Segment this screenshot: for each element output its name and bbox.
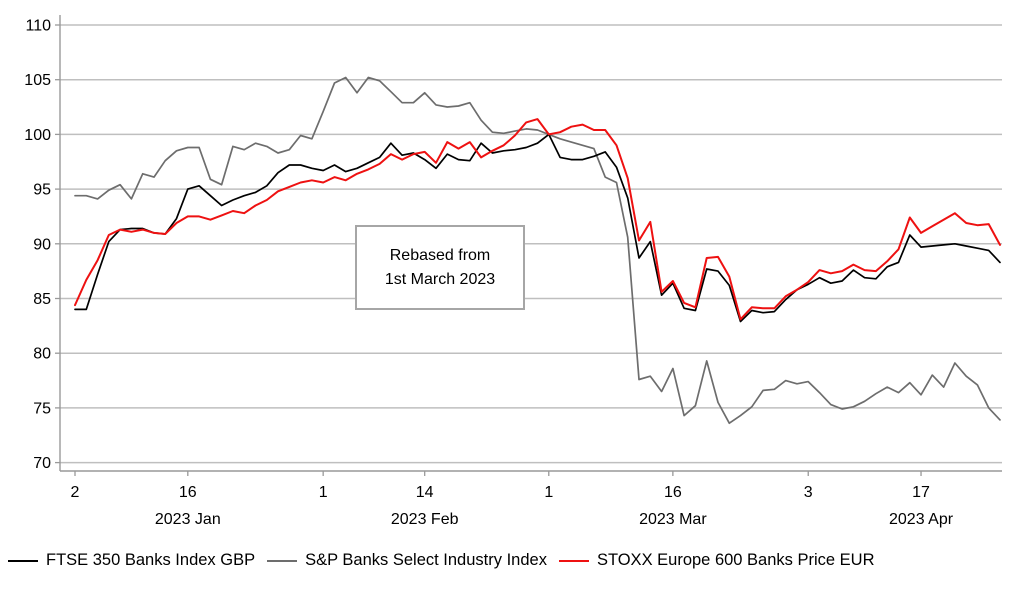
y-axis-label: 105 <box>24 72 51 89</box>
x-tick-label: 17 <box>912 484 930 501</box>
rebase-annotation-line1: Rebased from <box>389 246 491 264</box>
rebase-annotation-box: Rebased from 1st March 2023 <box>355 225 525 310</box>
legend-item-sp-banks: S&P Banks Select Industry Index <box>267 551 547 570</box>
y-axis-label: 70 <box>33 455 51 472</box>
series-line-s-p-banks-select-industry-index <box>74 76 1001 425</box>
y-axis-label: 110 <box>25 18 51 35</box>
month-label: 2023 Apr <box>889 511 954 528</box>
y-axis-label: 90 <box>33 236 51 253</box>
x-tick-label: 14 <box>416 484 434 501</box>
legend-item-ftse-350-banks: FTSE 350 Banks Index GBP <box>8 551 255 570</box>
series-line-stoxx-europe-600-banks-price-eur <box>74 118 1001 321</box>
legend-label-sp-banks: S&P Banks Select Industry Index <box>305 551 547 569</box>
month-label: 2023 Jan <box>155 511 221 528</box>
banks-index-line-chart: 70 75 80 85 90 95 100 105 110 2 16 1 14 1 16 3 17 2023 Ja… <box>24 15 1002 528</box>
legend: FTSE 350 Banks Index GBP S&P Banks Selec… <box>8 551 887 570</box>
x-tick-label: 16 <box>664 484 682 501</box>
x-tick-label: 1 <box>319 484 328 501</box>
x-tick-label: 16 <box>179 484 197 501</box>
chart-canvas: 70 75 80 85 90 95 100 105 110 2 16 1 14 1 16 3 17 2023 Ja… <box>24 15 1002 528</box>
x-tick-label: 3 <box>804 484 813 501</box>
stoxx-line-swatch-icon <box>558 559 589 562</box>
y-axis-label: 80 <box>33 346 51 363</box>
month-label: 2023 Mar <box>639 511 707 528</box>
sp-line-swatch-icon <box>267 559 298 562</box>
x-tick-label: 1 <box>544 484 553 501</box>
y-axis-label: 85 <box>33 291 51 308</box>
series-line-ftse-350-banks-index-gbp <box>74 133 1001 323</box>
x-tick-label: 2 <box>71 484 80 501</box>
y-axis-label: 95 <box>33 182 51 199</box>
legend-label-ftse-350-banks: FTSE 350 Banks Index GBP <box>46 551 256 569</box>
rebase-annotation-line2: 1st March 2023 <box>384 270 496 288</box>
legend-label-stoxx-banks: STOXX Europe 600 Banks Price EUR <box>596 551 875 569</box>
y-axis-label: 75 <box>33 400 51 417</box>
y-axis-label: 100 <box>24 127 51 144</box>
legend-item-stoxx-banks: STOXX Europe 600 Banks Price EUR <box>558 551 875 570</box>
month-label: 2023 Feb <box>391 511 459 528</box>
ftse-line-swatch-icon <box>8 559 38 562</box>
